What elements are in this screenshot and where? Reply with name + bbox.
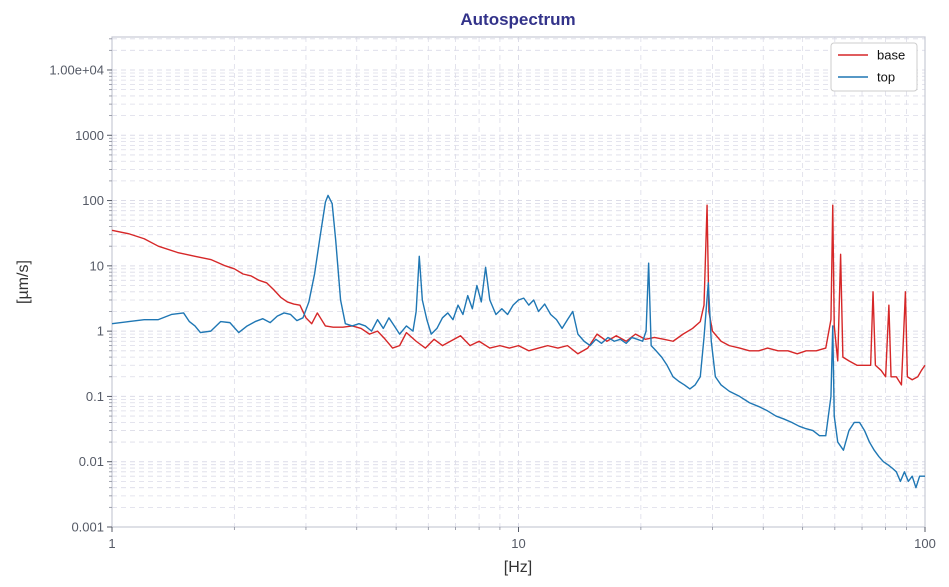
x-tick-label: 1	[108, 536, 115, 551]
series-line-top	[111, 194, 925, 489]
grid	[111, 37, 925, 528]
y-tick-label: 0.001	[71, 520, 104, 535]
y-tick-label: 1.00e+04	[49, 62, 104, 77]
y-tick-label: 1	[97, 324, 104, 339]
y-tick-label: 100	[82, 193, 104, 208]
legend: base top	[830, 42, 918, 92]
legend-label-base: base	[877, 48, 905, 63]
x-tick-label: 100	[914, 536, 936, 551]
x-tick-label: 10	[511, 536, 525, 551]
chart-title: Autospectrum	[460, 10, 575, 29]
y-tick-label: 0.01	[79, 454, 104, 469]
series-line-base	[111, 204, 926, 386]
x-axis-label: [Hz]	[504, 559, 532, 576]
y-tick-label: 10	[90, 258, 104, 273]
x-axis-ticks: 1 10 100	[108, 527, 936, 551]
series-lines	[111, 194, 926, 489]
y-tick-label: 1000	[75, 128, 104, 143]
y-axis-label: [µm/s]	[15, 260, 32, 304]
legend-label-top: top	[877, 70, 895, 85]
y-axis-ticks: 0.001 0.01 0.1 1 10 100 1000 1.00e+04	[49, 38, 112, 535]
y-tick-label: 0.1	[86, 389, 104, 404]
